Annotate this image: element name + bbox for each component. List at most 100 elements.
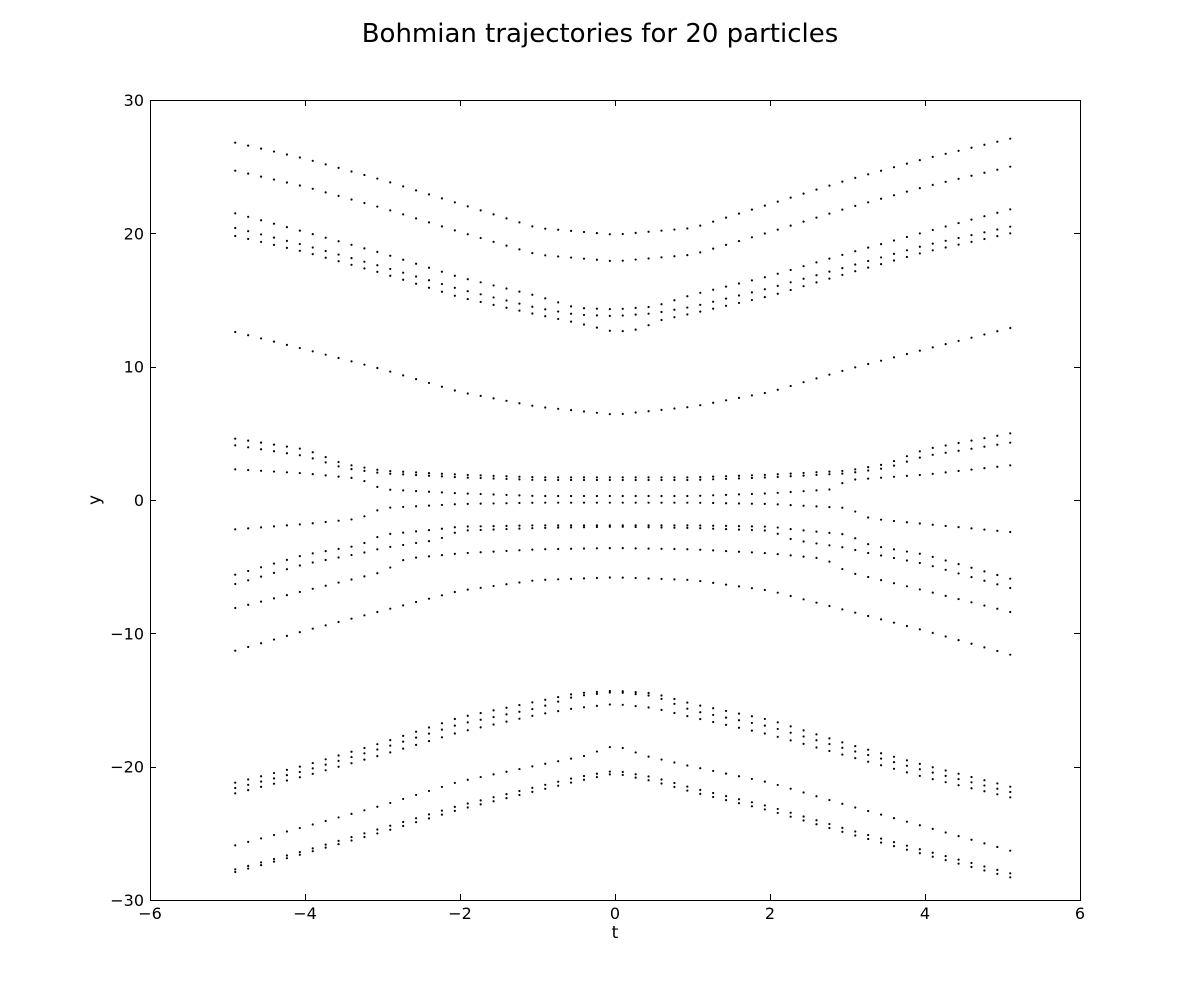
trajectory-point [621, 703, 624, 706]
trajectory-point [905, 848, 909, 851]
trajectory-point [466, 802, 469, 805]
trajectory-point [763, 391, 766, 395]
trajectory-point [544, 308, 547, 311]
trajectory-point [867, 246, 870, 249]
trajectory-point [789, 224, 792, 227]
trajectory-point [544, 254, 547, 257]
trajectory-point [699, 792, 702, 795]
trajectory-point [828, 531, 831, 534]
trajectory-point [905, 624, 909, 628]
trajectory-point [996, 211, 999, 214]
trajectory-point [569, 693, 573, 696]
trajectory-point [724, 709, 728, 713]
trajectory-point [879, 757, 883, 760]
trajectory-point [634, 258, 637, 261]
trajectory-point [285, 854, 289, 857]
trajectory-point [492, 493, 495, 496]
trajectory-point [750, 801, 754, 804]
y-tick-label: −30 [110, 891, 144, 910]
trajectory-point [557, 547, 560, 551]
trajectory-point [479, 502, 482, 505]
trajectory-point [608, 478, 611, 482]
trajectory-point [712, 247, 715, 250]
trajectory-point [272, 771, 276, 775]
trajectory-point [259, 837, 263, 840]
trajectory-3 [234, 208, 1012, 311]
trajectory-point [776, 292, 779, 295]
trajectory-point [505, 720, 508, 723]
trajectory-point [479, 775, 482, 779]
trajectory-point [285, 594, 289, 597]
trajectory-point [414, 793, 418, 797]
trajectory-point [324, 843, 327, 846]
trajectory-point [828, 373, 831, 376]
trajectory-point [737, 525, 741, 528]
trajectory-point [557, 407, 560, 410]
trajectory-point [531, 494, 534, 497]
trajectory-point [737, 775, 741, 778]
trajectory-point [389, 506, 392, 509]
trajectory-point [841, 253, 844, 256]
trajectory-point [828, 737, 831, 740]
trajectory-point [492, 584, 495, 588]
trajectory-point [285, 452, 289, 455]
trajectory-point [776, 811, 779, 815]
x-tick-label: 2 [765, 904, 775, 923]
trajectory-point [414, 473, 418, 477]
trajectory-point [595, 525, 599, 529]
trajectory-point [750, 551, 754, 554]
trajectory-point [815, 489, 818, 492]
trajectory-point [737, 502, 741, 505]
trajectory-point [402, 489, 405, 492]
trajectory-point [789, 739, 792, 742]
trajectory-point [983, 790, 986, 793]
trajectory-point [518, 475, 521, 478]
trajectory-point [789, 268, 792, 272]
trajectory-6 [234, 326, 1012, 416]
trajectory-point [531, 579, 534, 582]
trajectory-point [234, 330, 237, 334]
trajectory-point [621, 576, 624, 579]
trajectory-point [983, 231, 986, 234]
trajectory-point [673, 299, 676, 302]
trajectory-point [479, 726, 482, 729]
trajectory-point [557, 301, 560, 304]
trajectory-point [828, 270, 831, 273]
trajectory-point [944, 246, 947, 249]
trajectory-point [247, 215, 250, 218]
trajectory-point [699, 501, 702, 504]
trajectory-point [479, 293, 482, 296]
trajectory-point [376, 832, 379, 835]
trajectory-point [905, 559, 909, 562]
trajectory-point [737, 239, 741, 243]
trajectory-point [828, 212, 831, 215]
trajectory-point [647, 410, 650, 413]
trajectory-point [582, 524, 586, 527]
trajectory-point [582, 323, 586, 326]
trajectory-point [234, 234, 237, 238]
trajectory-point [363, 260, 366, 263]
trajectory-point [686, 789, 689, 792]
trajectory-point [750, 474, 754, 477]
trajectory-point [427, 193, 431, 196]
trajectory-point [531, 293, 534, 296]
trajectory-point [789, 811, 792, 814]
trajectory-point [582, 257, 586, 260]
trajectory-point [531, 478, 534, 481]
trajectory-5 [234, 232, 1012, 333]
trajectory-point [311, 850, 314, 853]
trajectory-point [259, 147, 263, 150]
trajectory-point [983, 604, 986, 607]
trajectory-point [634, 576, 637, 580]
trajectory-point [841, 741, 844, 744]
trajectory-point [918, 158, 921, 162]
trajectory-point [350, 476, 353, 479]
trajectory-point [802, 285, 805, 288]
trajectory-9 [234, 464, 1012, 498]
trajectory-point [789, 281, 792, 284]
trajectory-point [621, 690, 624, 693]
trajectory-point [414, 282, 418, 285]
trajectory-point [854, 750, 857, 753]
trajectory-point [272, 222, 276, 225]
trajectory-point [686, 714, 689, 718]
